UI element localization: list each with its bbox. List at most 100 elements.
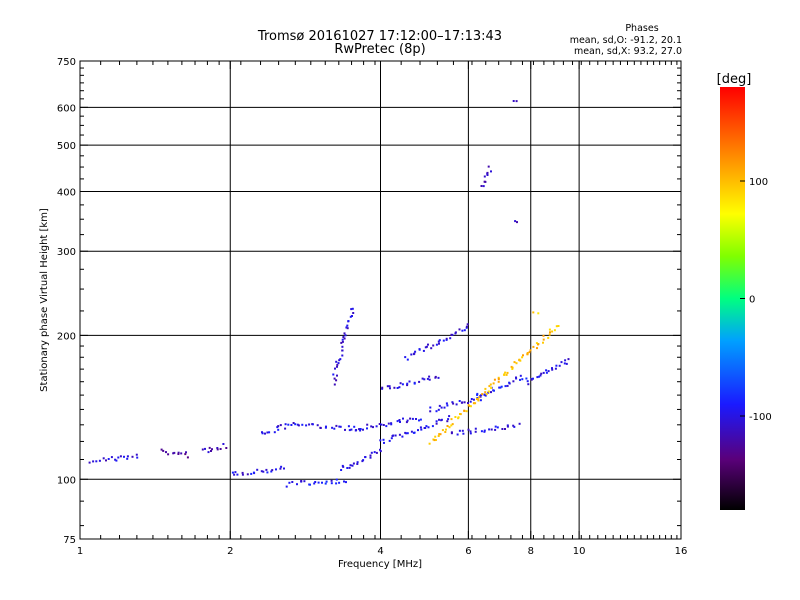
data-point: [549, 331, 551, 334]
data-point: [265, 468, 268, 471]
data-point: [445, 428, 447, 431]
data-point: [489, 383, 492, 386]
data-point: [516, 221, 518, 224]
data-point: [467, 404, 470, 407]
data-point: [241, 471, 244, 474]
data-point: [447, 418, 450, 421]
data-point: [246, 473, 249, 476]
data-point: [446, 425, 449, 427]
data-point: [487, 390, 490, 393]
colorbar-tick-label: 0: [749, 295, 755, 306]
data-point: [98, 459, 101, 462]
x-tick-label: 4: [377, 546, 383, 557]
data-point: [296, 483, 298, 486]
data-point: [460, 401, 463, 404]
data-point: [379, 439, 382, 442]
data-point: [347, 320, 350, 323]
data-point: [288, 481, 291, 484]
data-point: [115, 459, 118, 462]
data-point: [405, 432, 408, 435]
data-point: [480, 185, 483, 187]
data-point: [532, 311, 535, 314]
data-point: [375, 451, 378, 454]
data-point: [408, 380, 411, 383]
data-point: [434, 375, 437, 378]
data-point: [437, 340, 440, 343]
data-point: [404, 356, 407, 359]
data-point: [548, 333, 551, 336]
data-point: [266, 431, 269, 434]
x-tick-label: 10: [573, 546, 586, 557]
data-point: [378, 423, 381, 425]
data-point: [280, 465, 283, 468]
data-point: [398, 433, 401, 436]
data-point: [479, 395, 482, 398]
data-point: [481, 393, 484, 396]
data-point: [256, 468, 259, 471]
data-point: [333, 383, 336, 386]
data-point: [387, 422, 390, 425]
data-point: [424, 427, 427, 429]
data-point: [273, 431, 276, 434]
data-point: [305, 424, 308, 427]
data-point: [438, 404, 441, 407]
data-point: [443, 406, 446, 409]
data-point: [334, 367, 336, 370]
data-point: [359, 428, 362, 430]
data-point: [545, 371, 548, 374]
stats-heading: Phases: [625, 23, 658, 34]
data-point: [379, 448, 381, 451]
data-point: [463, 409, 466, 412]
x-tick-label: 16: [675, 546, 688, 557]
data-point: [476, 398, 478, 400]
data-point: [316, 424, 319, 427]
data-point: [456, 433, 459, 436]
data-point: [525, 377, 528, 380]
data-point: [504, 428, 506, 430]
data-point: [535, 342, 538, 345]
data-point: [177, 451, 180, 454]
data-point: [558, 364, 561, 367]
data-point: [435, 410, 438, 413]
data-point: [383, 441, 385, 444]
data-point: [136, 456, 139, 459]
data-point: [476, 394, 479, 396]
data-point: [262, 470, 265, 473]
data-point: [325, 480, 328, 483]
data-point: [351, 315, 353, 317]
data-point: [457, 416, 460, 419]
data-point: [352, 462, 355, 465]
data-point: [445, 337, 448, 340]
data-point: [343, 480, 345, 483]
data-point: [483, 429, 486, 432]
data-point: [324, 426, 327, 429]
data-point: [465, 410, 468, 413]
data-point: [277, 428, 280, 431]
data-point: [498, 386, 501, 389]
data-point: [268, 431, 271, 434]
data-point: [338, 481, 341, 484]
data-point: [231, 471, 234, 474]
data-point: [343, 332, 346, 335]
data-point: [565, 362, 568, 365]
data-point: [484, 391, 487, 394]
data-point: [332, 373, 335, 376]
data-point: [519, 374, 522, 377]
data-point: [466, 323, 469, 326]
data-point: [347, 425, 350, 428]
data-point: [422, 349, 425, 352]
data-point: [353, 425, 356, 428]
data-point: [284, 427, 287, 430]
y-tick-label: 200: [57, 331, 76, 342]
grid-lines: [80, 61, 681, 539]
data-point: [428, 378, 431, 381]
data-point: [515, 376, 517, 379]
data-point: [352, 312, 355, 314]
data-point: [160, 448, 163, 451]
data-point: [479, 399, 482, 402]
data-point: [396, 387, 399, 389]
data-point: [277, 425, 280, 428]
data-point: [287, 423, 290, 426]
data-point: [406, 419, 409, 422]
